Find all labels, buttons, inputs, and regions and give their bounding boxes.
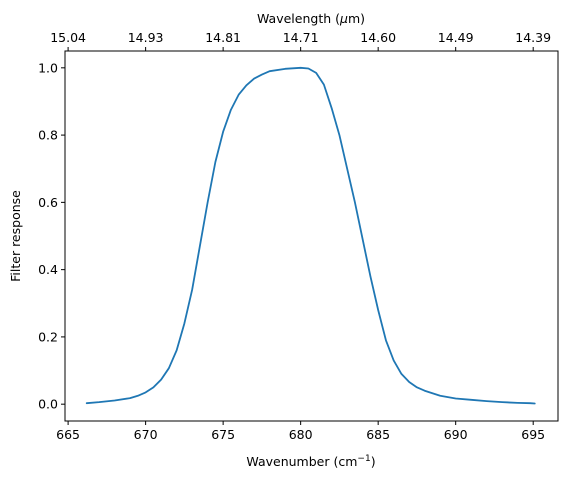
- plot-frame: [64, 50, 559, 422]
- y-tick-label: 0.2: [38, 329, 58, 344]
- axes-layer: 665 670 675 680 685 690 695 15.04 14.93 14.81 14.7…: [38, 30, 551, 442]
- x-tick-label: 680: [289, 427, 313, 442]
- x-tick-label: 675: [211, 427, 235, 442]
- top-axis-label: Wavelength (μm): [257, 11, 365, 26]
- x-tick-label: 695: [521, 427, 545, 442]
- y-tick-label: 1.0: [38, 60, 58, 75]
- y-axis-label: Filter response: [8, 190, 23, 282]
- x-tick-label: 670: [134, 427, 158, 442]
- top-tick-label: 14.71: [283, 30, 319, 45]
- x-tick-label: 685: [366, 427, 390, 442]
- y-tick-label: 0.4: [38, 262, 58, 277]
- y-tick-label: 0.8: [38, 128, 58, 143]
- x-axis-label-superscript: −1: [357, 454, 370, 464]
- top-tick-label: 14.39: [515, 30, 551, 45]
- y-tick-label: 0.0: [38, 397, 58, 412]
- top-tick-label: 14.60: [360, 30, 396, 45]
- top-tick-label: 14.81: [205, 30, 241, 45]
- filter-response-line: [85, 66, 536, 405]
- x-tick-label: 690: [444, 427, 468, 442]
- top-axis-label-mu: μ: [339, 11, 348, 26]
- x-tick-label: 665: [56, 427, 80, 442]
- curve-layer: [85, 66, 536, 405]
- top-tick-label: 14.93: [128, 30, 164, 45]
- x-axis-label: Wavenumber (cm−1): [246, 454, 375, 469]
- top-tick-label: 14.49: [438, 30, 474, 45]
- top-tick-label: 15.04: [50, 30, 86, 45]
- y-tick-label: 0.6: [38, 195, 58, 210]
